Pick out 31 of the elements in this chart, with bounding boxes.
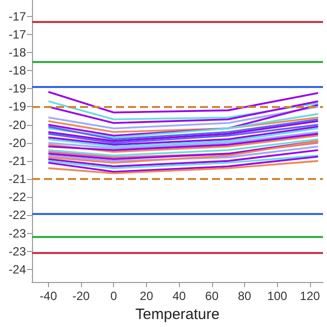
x-axis-title: Temperature	[135, 306, 220, 323]
x-tick-label: 20	[140, 289, 154, 304]
x-tick-label: 0	[110, 289, 118, 304]
x-tick-label: 60	[205, 289, 219, 304]
y-tick-label: -21	[8, 172, 26, 186]
x-tick-label: 80	[238, 289, 252, 304]
y-tick-label: -21	[8, 154, 26, 168]
y-tick-label: -22	[8, 190, 26, 204]
line-series	[47, 104, 319, 137]
y-tick-label: -23	[8, 226, 26, 240]
x-tick-label: -20	[72, 289, 90, 304]
y-tick-label: -23	[8, 244, 26, 258]
y-tick-label: -19	[8, 82, 26, 96]
y-tick-label: -18	[8, 64, 26, 78]
y-tick-label: -17	[8, 27, 26, 42]
line-series	[47, 146, 319, 162]
y-tick-label: -20	[8, 136, 26, 150]
line-series	[47, 106, 319, 130]
line-series	[47, 154, 319, 170]
y-tick-label: -22	[8, 208, 26, 222]
y-tick-label: -17	[8, 9, 26, 24]
y-tick-label: -18	[8, 45, 26, 60]
y-tick-label: -19	[8, 100, 26, 114]
y-tick-label: -24	[8, 262, 26, 276]
y-tick-label: -20	[8, 118, 26, 132]
x-tick-label: 100	[267, 289, 288, 304]
line-series	[47, 116, 319, 133]
x-tick-label: -40	[40, 289, 58, 304]
line-series	[47, 90, 319, 114]
x-tick-label: 120	[300, 289, 320, 304]
x-tick-label: 40	[172, 289, 186, 304]
